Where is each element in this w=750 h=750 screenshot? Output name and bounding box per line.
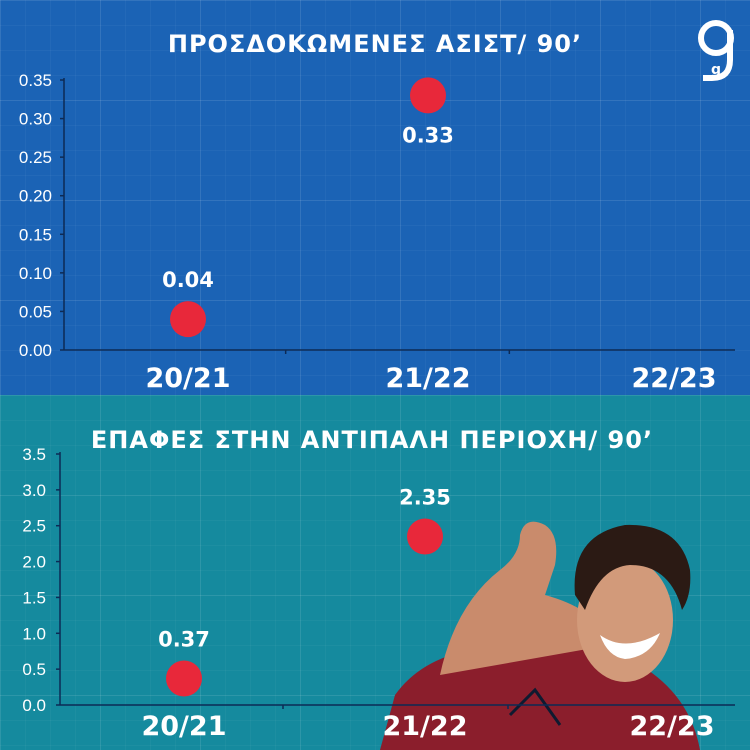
data-label: 0.37 xyxy=(158,627,210,651)
data-point xyxy=(170,301,206,338)
data-label: 2.35 xyxy=(399,485,451,509)
data-point xyxy=(407,518,443,555)
y-tick-label: 0.00 xyxy=(19,341,52,360)
y-tick-label: 1.0 xyxy=(22,624,46,643)
data-point xyxy=(410,77,446,114)
logo-text: g xyxy=(711,62,721,78)
x-tick-label: 22/23 xyxy=(631,363,716,394)
bottom-chart-panel: ΕΠΑΦΕΣ ΣΤΗΝ ΑΝΤΙΠΑΛΗ ΠΕΡΙΟΧΗ/ 90’ 0.0 0.5… xyxy=(0,395,750,750)
x-tick-label: 20/21 xyxy=(145,363,230,394)
y-tick-label: 0.05 xyxy=(19,302,52,321)
y-tick-label: 2.0 xyxy=(22,553,46,572)
y-tick-label: 3.5 xyxy=(22,445,46,464)
x-tick-label: 21/22 xyxy=(382,711,467,742)
chart-title: ΕΠΑΦΕΣ ΣΤΗΝ ΑΝΤΙΠΑΛΗ ΠΕΡΙΟΧΗ/ 90’ xyxy=(91,426,653,454)
y-tick-label: 1.5 xyxy=(22,588,46,607)
y-tick-label: 0.15 xyxy=(19,225,52,244)
chart-title: ΠΡΟΣΔΟΚΩΜΕΝΕΣ ΑΣΙΣΤ/ 90’ xyxy=(168,30,582,58)
y-tick-label: 0.20 xyxy=(19,187,52,206)
data-label: 0.33 xyxy=(402,123,454,147)
box-touches-chart: ΕΠΑΦΕΣ ΣΤΗΝ ΑΝΤΙΠΑΛΗ ΠΕΡΙΟΧΗ/ 90’ 0.0 0.5… xyxy=(22,426,735,742)
y-tick-label: 2.5 xyxy=(22,517,46,536)
x-tick-label: 20/21 xyxy=(141,711,226,742)
data-point xyxy=(166,660,202,697)
y-tick-label: 0.10 xyxy=(19,264,52,283)
data-label: 0.04 xyxy=(162,268,214,292)
y-tick-label: 0.25 xyxy=(19,148,52,167)
top-chart-panel: ΠΡΟΣΔΟΚΩΜΕΝΕΣ ΑΣΙΣΤ/ 90’ g 0.00 0.05 0.10 0… xyxy=(0,0,750,395)
brand-logo: g xyxy=(698,20,734,81)
y-tick-label: 0.30 xyxy=(19,110,52,129)
y-tick-label: 3.0 xyxy=(22,481,46,500)
x-tick-label: 21/22 xyxy=(385,363,470,394)
y-tick-label: 0.0 xyxy=(22,696,46,715)
x-tick-label: 22/23 xyxy=(629,711,714,742)
player-photo xyxy=(380,521,700,750)
y-tick-label: 0.5 xyxy=(22,660,46,679)
expected-assists-chart: ΠΡΟΣΔΟΚΩΜΕΝΕΣ ΑΣΙΣΤ/ 90’ g 0.00 0.05 0.10 0… xyxy=(19,20,735,394)
y-tick-label: 0.35 xyxy=(19,71,52,90)
